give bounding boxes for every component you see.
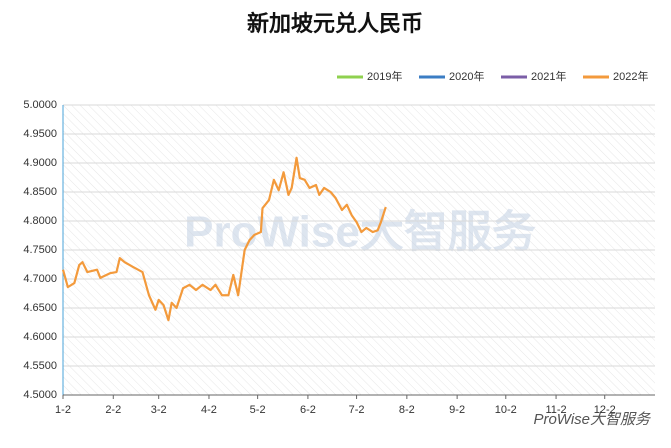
y-tick-label: 4.5000 — [23, 389, 57, 401]
x-tick-label: 7-2 — [349, 404, 365, 416]
plot: 4.5000 4.5500 4.6000 4.6500 4.7000 4.7500 4.80… — [23, 69, 655, 416]
y-tick-label: 4.9500 — [23, 128, 57, 140]
y-tick-label: 4.8500 — [23, 186, 57, 198]
x-tick-label: 6-2 — [300, 404, 316, 416]
watermark: ProWise大智服务 — [184, 208, 536, 257]
x-tick-label: 3-2 — [151, 404, 167, 416]
y-tick-label: 4.7500 — [23, 244, 57, 256]
x-tick-label: 5-2 — [250, 404, 266, 416]
y-tick-label: 4.8000 — [23, 215, 57, 227]
chart-title: 新加坡元兑人民币 — [247, 11, 423, 36]
y-tick-label: 4.7000 — [23, 273, 57, 285]
legend-label: 2020年 — [449, 69, 484, 83]
footer: ProWise大智服务 — [533, 411, 652, 428]
x-tick-label: 11-2 — [545, 404, 566, 416]
y-tick-label: 4.9000 — [23, 157, 57, 169]
x-tick-label: 4-2 — [201, 404, 217, 416]
x-tick-label: 9-2 — [449, 404, 465, 416]
y-tick-label: 4.6000 — [23, 331, 57, 343]
x-tick-label: 2-2 — [105, 404, 121, 416]
x-tick-label: 10-2 — [495, 404, 517, 416]
x-tick-label: 1-2 — [55, 404, 71, 416]
x-tick-label: 8-2 — [399, 404, 415, 416]
series-line — [61, 156, 387, 322]
legend-label: 2022年 — [613, 69, 648, 83]
y-tick-label: 5.0000 — [23, 99, 57, 111]
x-tick-label: 12-2 — [594, 404, 616, 416]
legend-label: 2021年 — [531, 69, 566, 83]
legend-label: 2019年 — [367, 69, 402, 83]
y-tick-label: 4.6500 — [23, 302, 57, 314]
y-tick-label: 4.5500 — [23, 360, 57, 372]
